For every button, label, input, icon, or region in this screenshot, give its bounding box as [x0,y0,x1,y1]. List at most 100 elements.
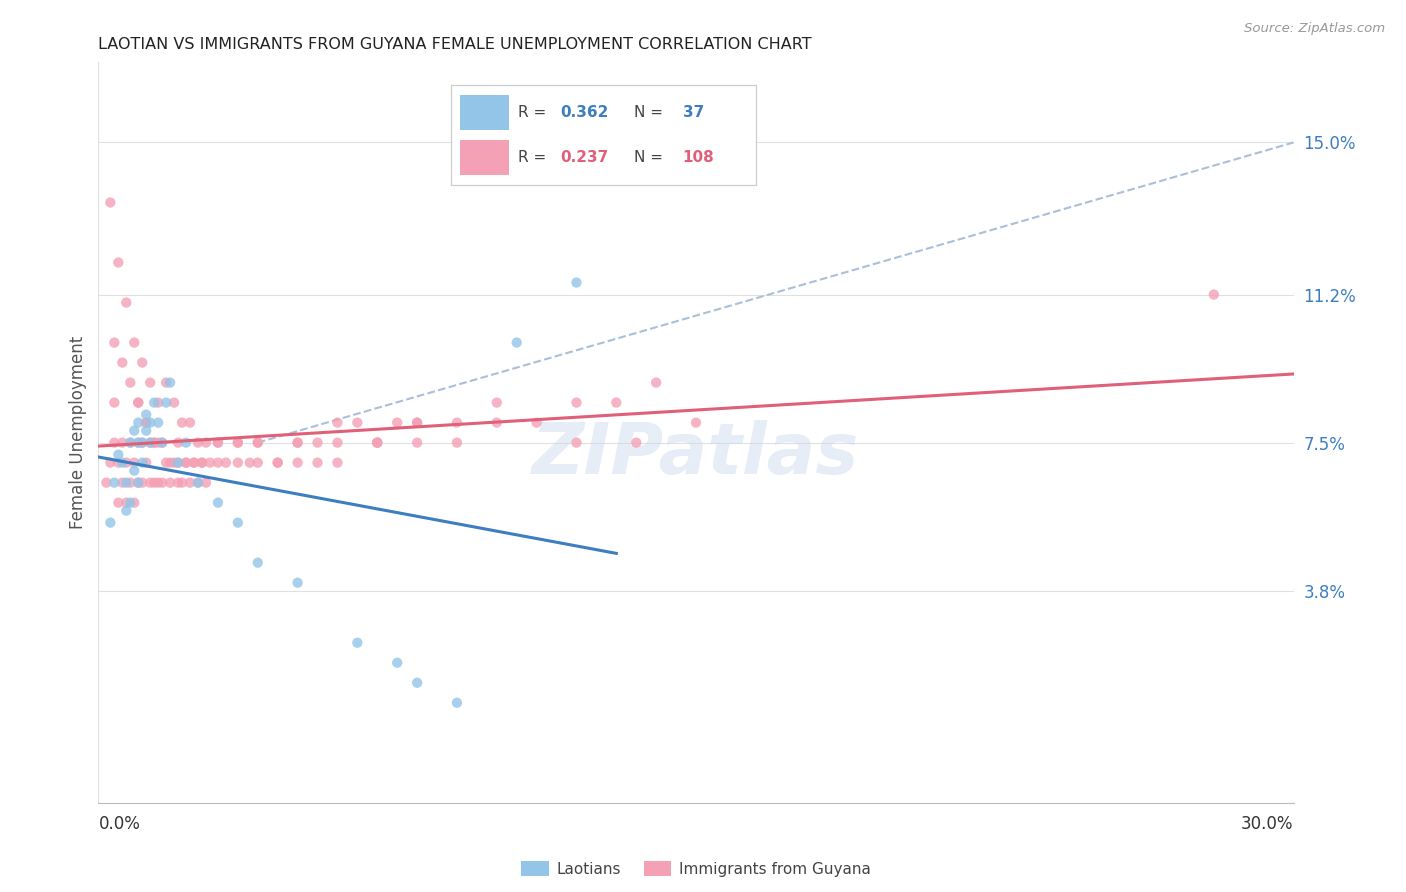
Text: LAOTIAN VS IMMIGRANTS FROM GUYANA FEMALE UNEMPLOYMENT CORRELATION CHART: LAOTIAN VS IMMIGRANTS FROM GUYANA FEMALE… [98,37,813,52]
Point [127,395,149,409]
Point [103,395,125,409]
Point [226,435,249,450]
Point [148,435,170,450]
Point [526,416,548,430]
Point [107,448,129,462]
Text: Source: ZipAtlas.com: Source: ZipAtlas.com [1244,22,1385,36]
Point [120,475,142,490]
Point [131,355,153,369]
Point [346,416,368,430]
Point [155,456,177,470]
Point [135,416,157,430]
Point [246,435,269,450]
Point [215,456,238,470]
Point [120,435,142,450]
Point [120,496,142,510]
Point [485,416,508,430]
Point [326,416,349,430]
Point [226,456,249,470]
Point [198,456,221,470]
Point [98,516,122,530]
Point [191,456,214,470]
Point [174,456,197,470]
Point [307,456,329,470]
Legend: Laotians, Immigrants from Guyana: Laotians, Immigrants from Guyana [522,861,870,877]
Point [150,435,173,450]
Point [127,475,149,490]
Point [239,456,262,470]
Point [155,395,177,409]
Point [685,416,707,430]
Point [326,435,349,450]
Point [287,435,309,450]
Point [406,675,429,690]
Point [143,475,166,490]
Point [167,435,190,450]
Point [135,424,157,438]
Text: 0.0%: 0.0% [98,814,141,833]
Point [267,456,290,470]
Point [139,475,162,490]
Point [143,435,166,450]
Point [155,376,177,390]
Point [135,416,157,430]
Point [179,416,201,430]
Point [98,456,122,470]
Point [127,435,149,450]
Point [246,456,269,470]
Point [124,456,146,470]
Point [267,456,290,470]
Point [366,435,388,450]
Point [645,376,668,390]
Point [120,376,142,390]
Point [565,395,588,409]
Y-axis label: Female Unemployment: Female Unemployment [69,336,87,529]
Point [96,475,118,490]
Point [139,376,162,390]
Point [1202,287,1225,301]
Point [207,496,229,510]
Point [103,335,125,350]
Point [172,416,194,430]
Point [139,435,162,450]
Point [183,456,205,470]
Point [115,295,138,310]
Point [226,435,249,450]
Point [195,475,218,490]
Point [111,435,134,450]
Point [406,416,429,430]
Point [111,456,134,470]
Point [159,376,181,390]
Point [565,435,588,450]
Point [131,435,153,450]
Text: 30.0%: 30.0% [1241,814,1294,833]
Point [195,435,218,450]
Point [174,456,197,470]
Point [115,475,138,490]
Point [159,475,181,490]
Point [163,395,186,409]
Point [150,475,173,490]
Point [131,475,153,490]
Point [98,195,122,210]
Point [135,456,157,470]
Point [167,456,190,470]
Point [127,475,149,490]
Point [127,395,149,409]
Point [148,416,170,430]
Point [385,416,409,430]
Point [446,416,468,430]
Point [191,456,214,470]
Point [172,475,194,490]
Point [139,435,162,450]
Point [207,435,229,450]
Point [139,416,162,430]
Point [124,424,146,438]
Point [246,556,269,570]
Point [143,395,166,409]
Point [187,475,209,490]
Point [174,435,197,450]
Point [127,435,149,450]
Point [287,435,309,450]
Point [124,335,146,350]
